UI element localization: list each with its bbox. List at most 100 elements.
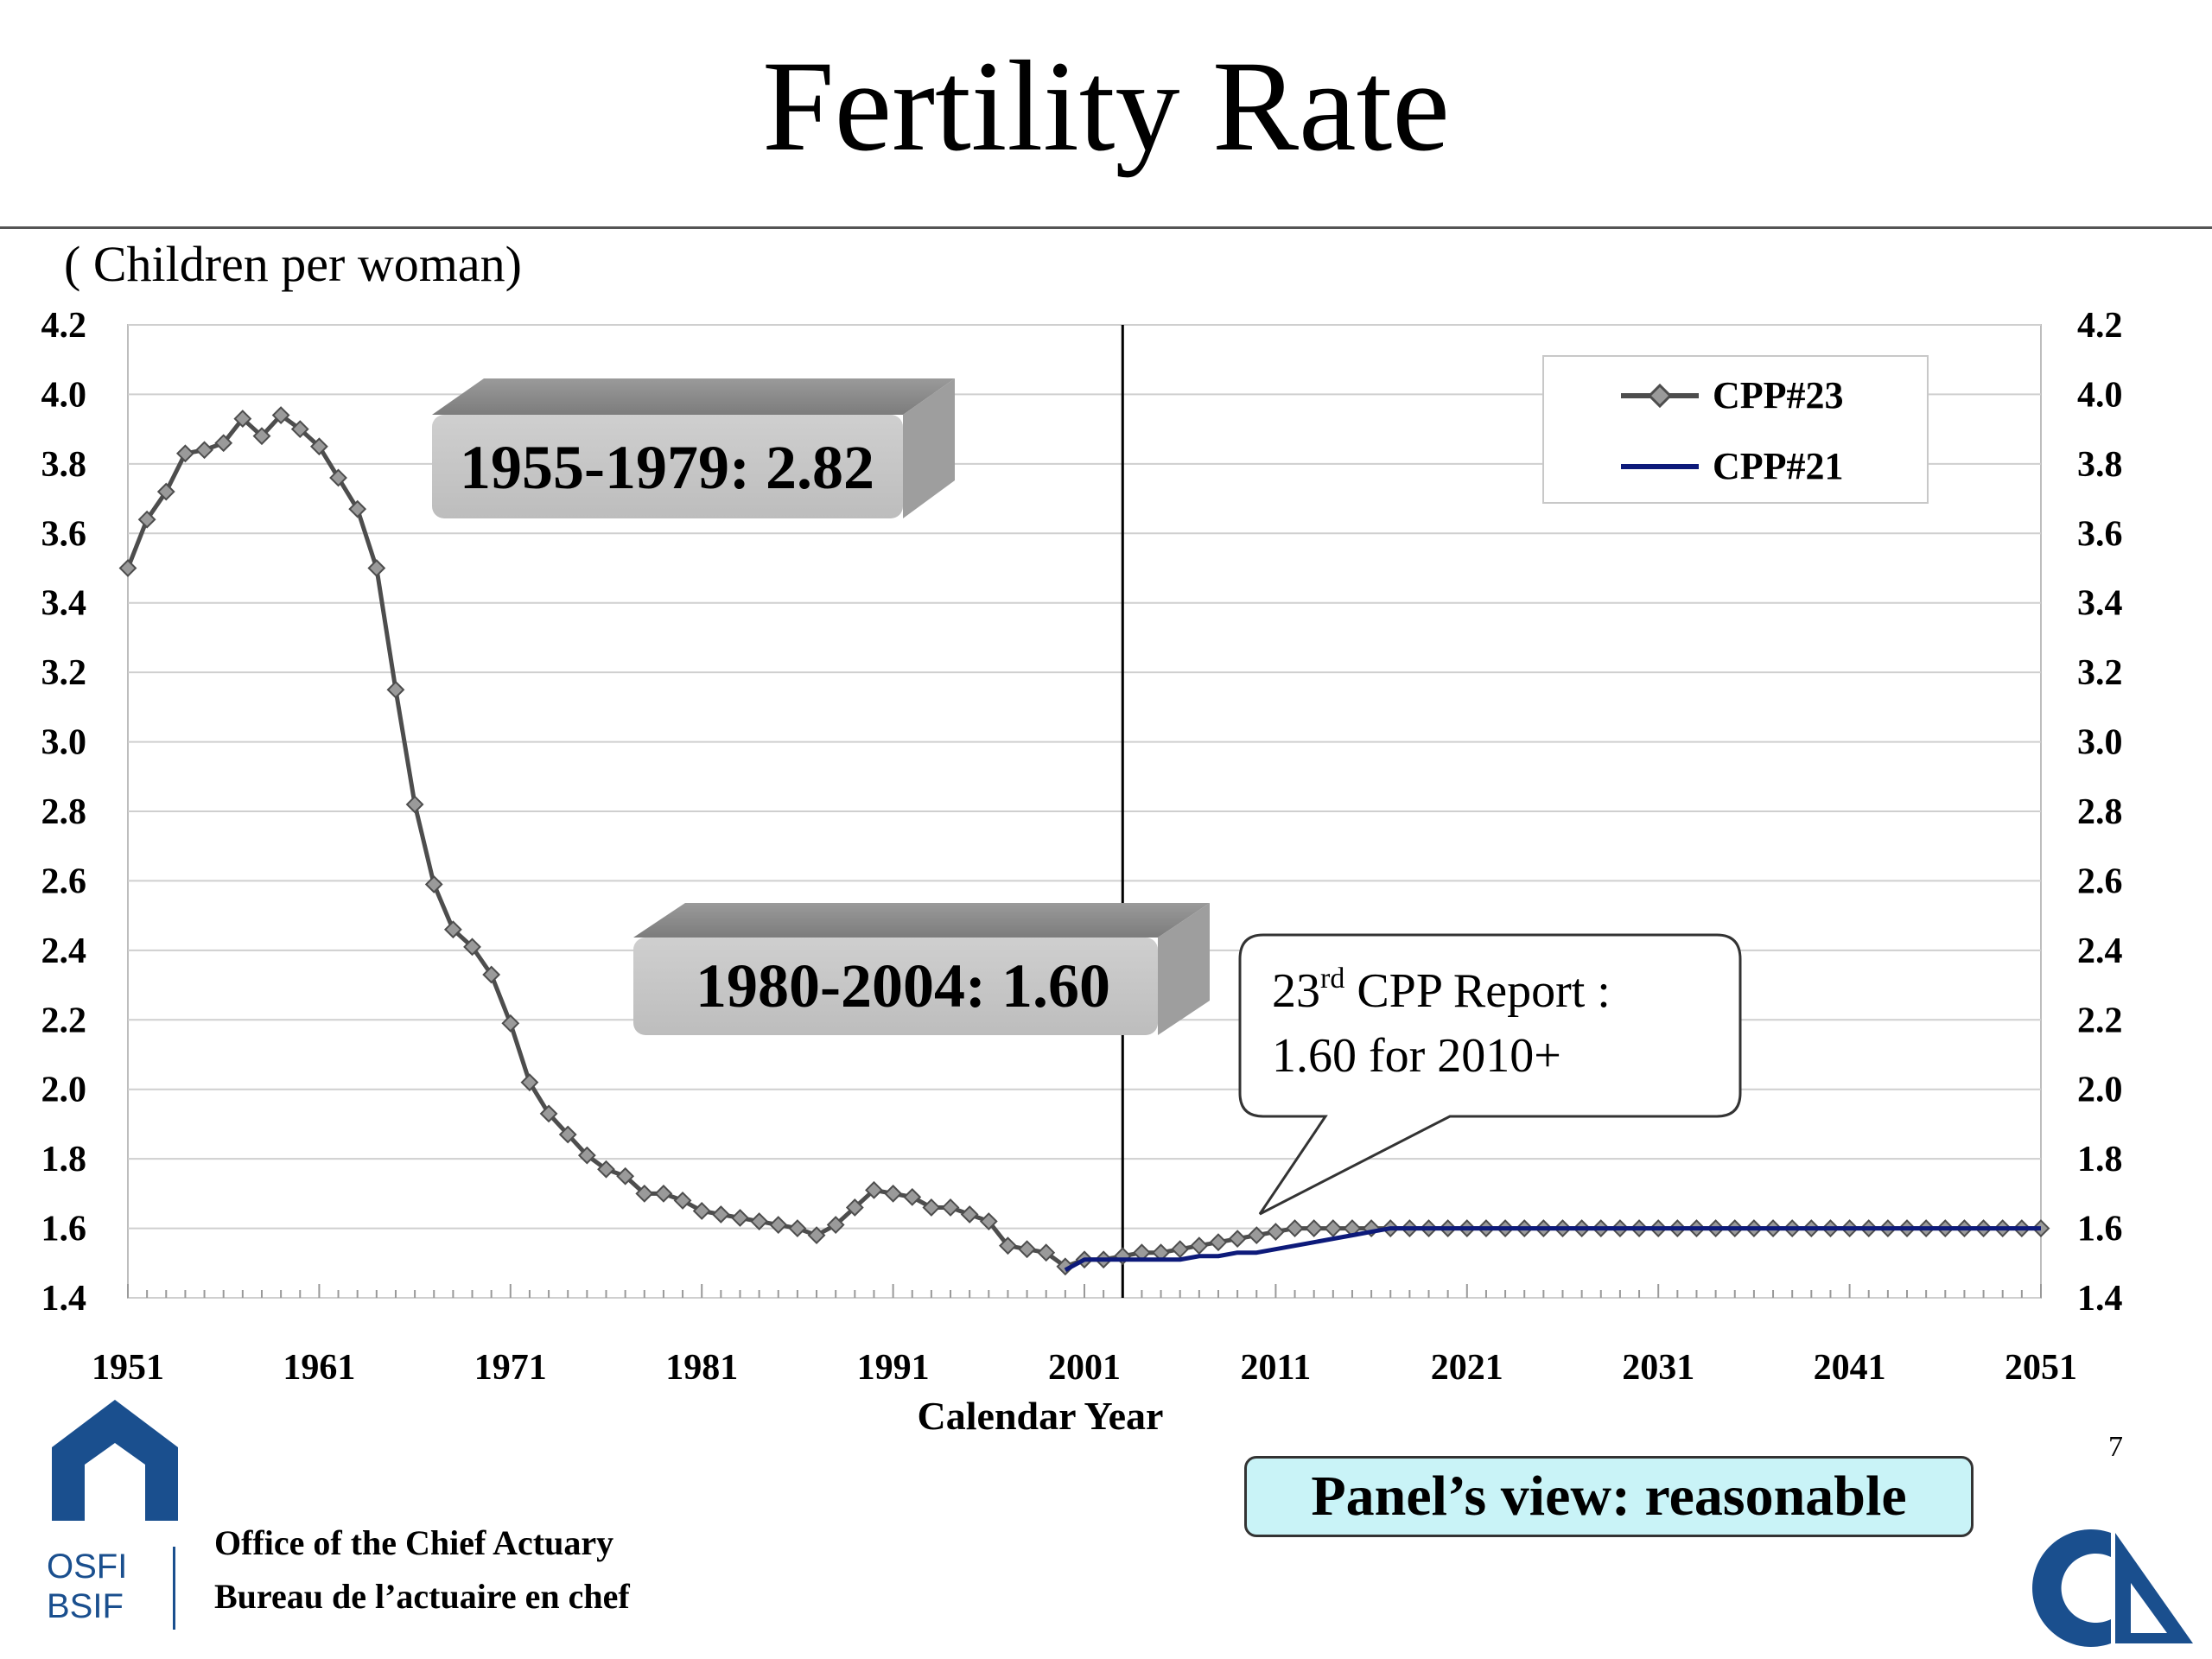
- point-cpp23: [922, 1198, 941, 1217]
- x-axis-title: Calendar Year: [918, 1394, 1164, 1438]
- point-cpp23: [482, 965, 501, 984]
- point-cpp23: [711, 1205, 730, 1224]
- callout-23rd-report: 23rd CPP Report : 1.60 for 2010+: [1238, 933, 1742, 1216]
- point-cpp23: [214, 434, 233, 453]
- ca-logo-icon: [2032, 1529, 2193, 1647]
- point-cpp23: [1018, 1240, 1036, 1259]
- point-cpp23: [290, 420, 309, 439]
- point-cpp23: [941, 1198, 960, 1217]
- y-tick-left: 4.2: [41, 306, 87, 346]
- point-cpp23: [616, 1166, 635, 1185]
- logo-divider: [173, 1547, 175, 1630]
- point-cpp23: [156, 482, 175, 501]
- point-cpp23: [539, 1104, 558, 1123]
- y-tick-right: 2.6: [2077, 861, 2123, 901]
- point-cpp23: [271, 406, 290, 424]
- point-cpp23: [405, 795, 424, 814]
- point-cpp23: [903, 1187, 922, 1206]
- y-tick-right: 2.0: [2077, 1071, 2123, 1110]
- point-cpp23: [1228, 1230, 1247, 1249]
- legend-label-cpp21: CPP#21: [1713, 445, 1844, 487]
- footer-office-fr: Bureau de l’actuaire en chef: [214, 1577, 630, 1616]
- x-axis: 1951 1961 1971 1981 1991 2001 2011 2021 2031 2041…: [92, 1284, 2077, 1388]
- point-cpp23: [577, 1146, 596, 1165]
- point-cpp23: [979, 1212, 998, 1230]
- point-cpp23: [635, 1184, 654, 1203]
- y-tick-left: 3.8: [41, 445, 87, 485]
- point-cpp23: [118, 559, 137, 577]
- y-tick-left: 2.8: [41, 792, 87, 832]
- y-unit-label: ( Children per woman): [64, 236, 522, 292]
- point-cpp23: [443, 920, 462, 939]
- y-tick-left: 1.8: [41, 1140, 87, 1179]
- x-tick-label: 1981: [665, 1348, 738, 1388]
- callout-line-2: 1.60 for 2010+: [1272, 1029, 1561, 1083]
- box-1980-2004-label: 1980-2004: 1.60: [696, 951, 1110, 1020]
- y-tick-right: 3.4: [2077, 584, 2123, 624]
- title-divider: [0, 226, 2212, 229]
- callout-line-1: 23rd CPP Report :: [1272, 963, 1611, 1018]
- y-tick-right: 2.8: [2077, 792, 2123, 832]
- y-tick-right: 2.2: [2077, 1001, 2123, 1040]
- line-cpp21: [1064, 1226, 2041, 1273]
- x-tick-label: 2051: [2005, 1348, 2077, 1388]
- point-cpp23: [1171, 1240, 1190, 1259]
- point-cpp23: [424, 875, 443, 893]
- y-tick-left: 2.4: [41, 931, 87, 971]
- point-cpp23: [558, 1125, 577, 1144]
- point-cpp23: [501, 1014, 520, 1033]
- y-tick-right: 1.4: [2077, 1279, 2123, 1319]
- point-cpp23: [195, 441, 213, 460]
- x-tick-label: 2031: [1622, 1348, 1694, 1388]
- x-tick-label: 1971: [474, 1348, 547, 1388]
- point-cpp23: [960, 1205, 979, 1224]
- y-tick-left: 2.6: [41, 861, 87, 901]
- y-tick-left: 3.2: [41, 653, 87, 693]
- y-tick-right: 3.8: [2077, 445, 2123, 485]
- point-cpp23: [1247, 1226, 1266, 1245]
- point-cpp23: [1190, 1236, 1209, 1255]
- callout-line-1-rest: CPP Report :: [1344, 964, 1611, 1018]
- y-tick-right: 4.2: [2077, 306, 2123, 346]
- osfi-text-en: OSFI: [47, 1548, 128, 1586]
- y-tick-right: 3.0: [2077, 723, 2123, 763]
- point-cpp23: [673, 1191, 692, 1210]
- callout-ordinal-suffix: rd: [1320, 963, 1344, 995]
- point-cpp23: [1037, 1243, 1056, 1262]
- callout-ordinal: 23: [1272, 964, 1320, 1018]
- point-cpp23: [769, 1216, 788, 1234]
- point-cpp23: [1266, 1223, 1285, 1242]
- point-cpp23: [1305, 1219, 1324, 1237]
- point-cpp23: [826, 1216, 845, 1234]
- point-cpp23: [233, 410, 252, 428]
- period-box-1980-2004: 1980-2004: 1.60: [633, 903, 1210, 1035]
- x-tick-label: 2021: [1431, 1348, 1503, 1388]
- period-box-1955-1979: 1955-1979: 2.82: [432, 378, 955, 518]
- point-cpp23: [367, 559, 386, 577]
- slide-title: Fertility Rate: [762, 35, 1450, 178]
- point-cpp23: [386, 680, 405, 699]
- point-cpp23: [309, 437, 328, 456]
- legend-label-cpp23: CPP#23: [1713, 374, 1844, 416]
- osfi-text-fr: BSIF: [47, 1587, 124, 1625]
- point-cpp23: [137, 510, 156, 529]
- x-tick-label: 1961: [283, 1348, 355, 1388]
- point-cpp23: [788, 1219, 807, 1237]
- y-tick-right: 1.8: [2077, 1140, 2123, 1179]
- point-cpp23: [176, 444, 194, 463]
- panel-view-badge: Panel’s view: reasonable: [1244, 1456, 1974, 1537]
- series-cpp21: [1064, 1226, 2041, 1273]
- x-tick-label: 2001: [1048, 1348, 1121, 1388]
- y-tick-right: 3.6: [2077, 514, 2123, 554]
- y-tick-left: 1.6: [41, 1210, 87, 1249]
- legend-marker-cpp23: [1647, 383, 1673, 409]
- chart-legend: CPP#23 CPP#21: [1542, 355, 1929, 504]
- osfi-logo-icon: [52, 1400, 178, 1521]
- y-axis-left: 1.4 1.6 1.8 2.0 2.2 2.4 2.6 2.8 3.0 3.2 3.4 3.6 3.8 4…: [41, 306, 87, 1319]
- point-cpp23: [1324, 1219, 1343, 1237]
- y-tick-right: 1.6: [2077, 1210, 2123, 1249]
- page-number: 7: [2108, 1431, 2123, 1463]
- y-tick-left: 2.2: [41, 1001, 87, 1040]
- point-cpp23: [329, 468, 347, 487]
